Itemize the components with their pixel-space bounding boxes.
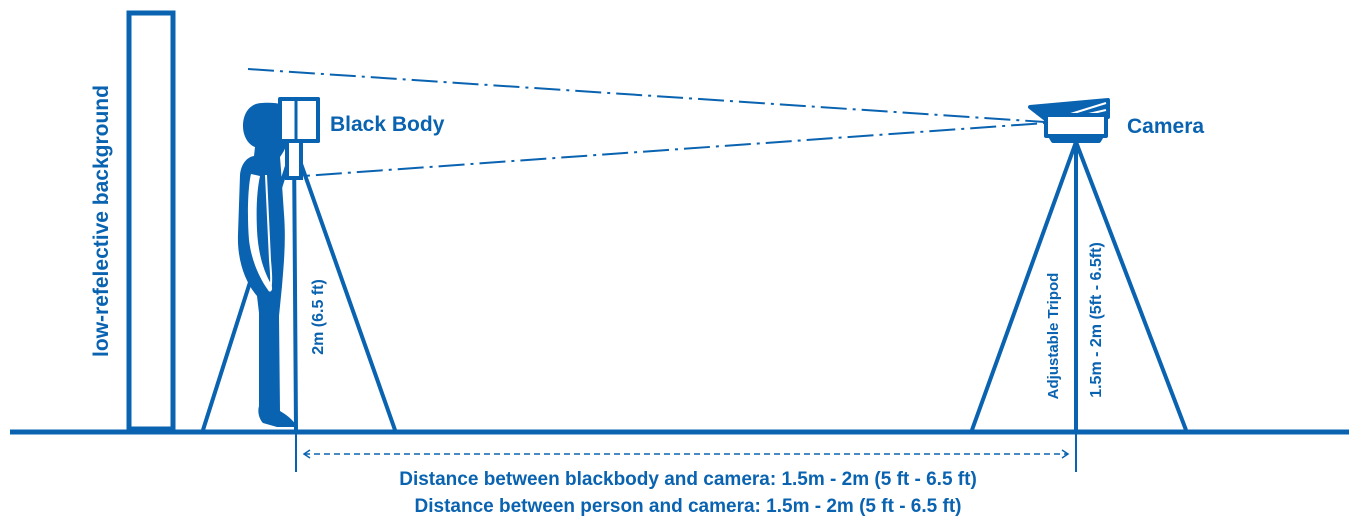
fov-lower-line: [274, 122, 1046, 179]
camera-label: Camera: [1127, 115, 1204, 138]
camera-height-label: 1.5m - 2m (5ft - 6.5ft): [1088, 242, 1105, 398]
adjustable-tripod-label: Adjustable Tripod: [1045, 273, 1062, 400]
blackbody-height-label: 2m (6.5 ft): [310, 279, 327, 355]
fov-upper-line: [247, 68, 1046, 123]
background-label: low-refelective background: [90, 85, 113, 357]
blackbody-label: Black Body: [330, 113, 445, 136]
person-silhouette: [237, 102, 297, 427]
background-panel: [126, 10, 176, 432]
blackbody-icon: [278, 97, 320, 143]
camera-icon: [1028, 98, 1110, 143]
blackbody-tripod: [201, 138, 397, 431]
distance-blackbody-camera: Distance between blackbody and camera: 1…: [399, 469, 977, 490]
camera-tripod: [970, 141, 1188, 431]
distance-marker: [295, 432, 1077, 472]
distance-person-camera: Distance between person and camera: 1.5m…: [415, 496, 962, 517]
